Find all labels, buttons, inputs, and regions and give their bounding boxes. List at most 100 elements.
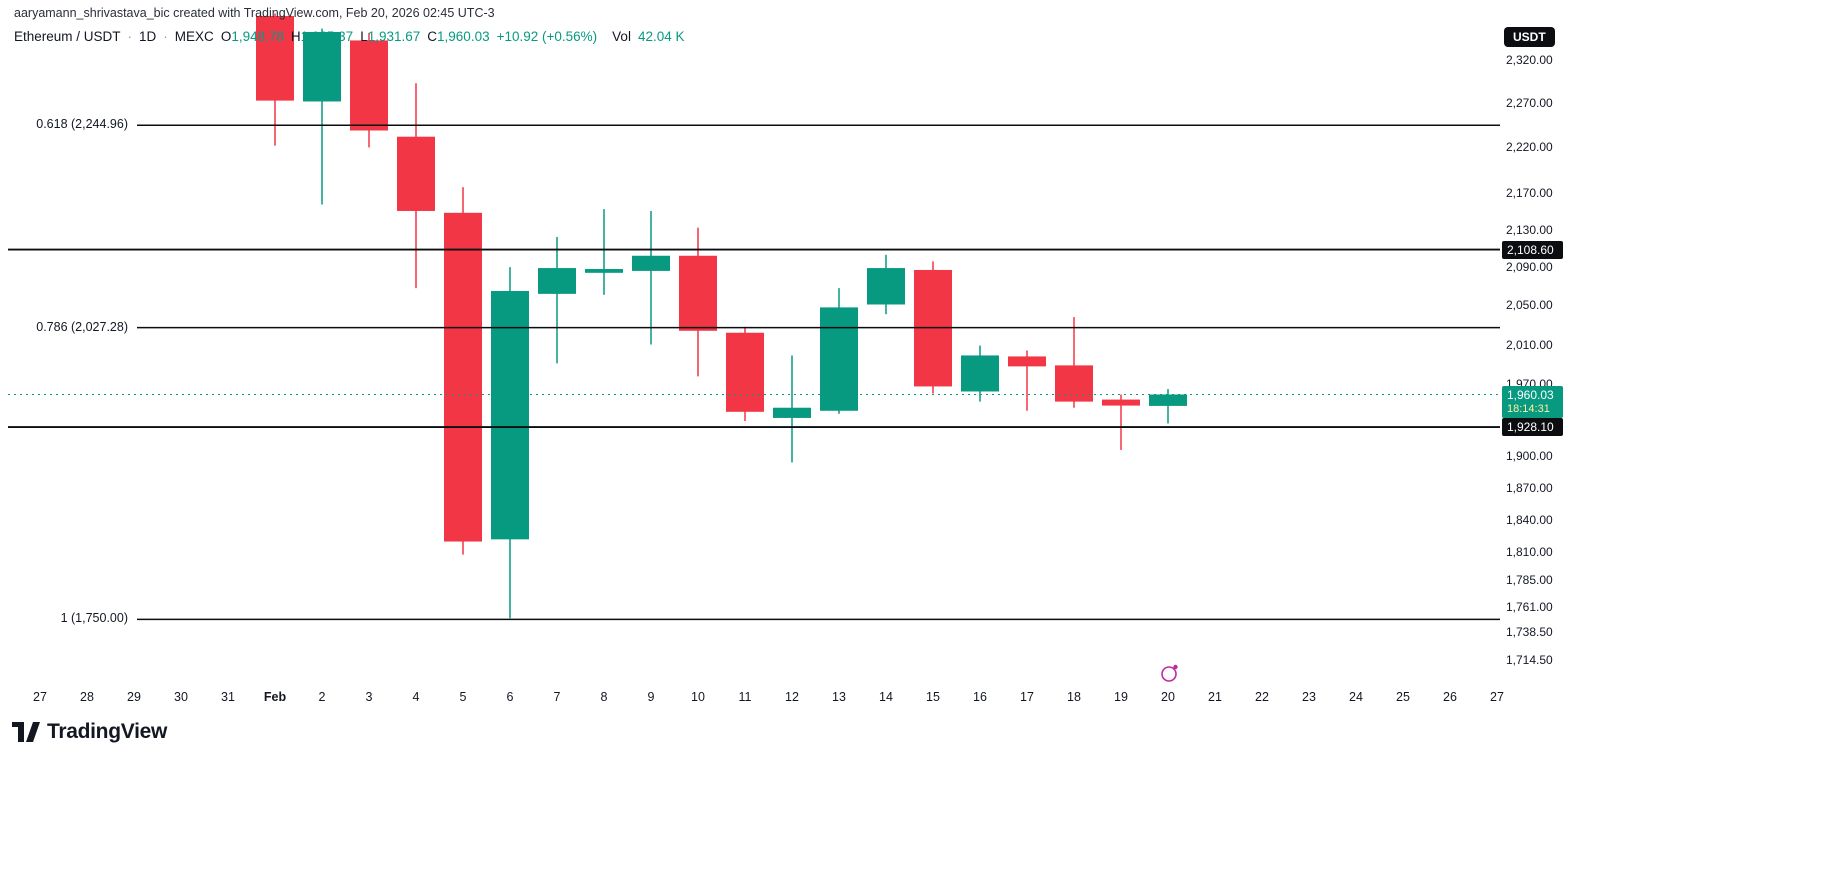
price-axis-tick[interactable]: 2,010.00 <box>1506 337 1553 352</box>
open-value: O1,948.78 <box>221 29 284 44</box>
price-axis-tick[interactable]: 1,761.00 <box>1506 599 1553 614</box>
candle-body[interactable] <box>1055 365 1093 402</box>
open-label: O <box>220 29 232 44</box>
attribution-text: aaryamann_shrivastava_bic created with T… <box>14 6 495 20</box>
time-axis-tick[interactable]: 22 <box>1255 690 1269 704</box>
time-axis-tick[interactable]: 14 <box>879 690 893 704</box>
time-axis-tick[interactable]: 21 <box>1208 690 1222 704</box>
time-axis-tick[interactable]: 19 <box>1114 690 1128 704</box>
high-value: H1,965.37 <box>291 29 353 44</box>
change-value: +10.92 (+0.56%) <box>496 29 598 44</box>
fib-level-label: 0.618 (2,244.96) <box>36 117 128 132</box>
fib-level-label: 0.786 (2,027.28) <box>36 319 128 334</box>
tradingview-logo-icon <box>12 721 40 742</box>
time-axis-tick[interactable]: 6 <box>506 690 514 704</box>
price-axis-tick[interactable]: 1,840.00 <box>1506 512 1553 527</box>
time-axis-tick[interactable]: 5 <box>459 690 467 704</box>
price-axis-tick[interactable]: 1,810.00 <box>1506 545 1553 560</box>
candle-body[interactable] <box>679 255 717 331</box>
candle-body[interactable] <box>538 268 576 294</box>
tradingview-logo-text: TradingView <box>47 720 168 743</box>
time-axis-tick[interactable]: 11 <box>738 690 752 704</box>
candle-body[interactable] <box>867 268 905 305</box>
time-axis-tick[interactable]: 13 <box>832 690 846 704</box>
low-value: L1,931.67 <box>360 29 420 44</box>
current-price-value: 1,960.03 <box>1507 388 1554 403</box>
candle-body[interactable] <box>1102 399 1140 406</box>
candle-body[interactable] <box>632 255 670 271</box>
time-axis-tick[interactable]: 29 <box>127 690 141 704</box>
high-price: 1,965.37 <box>300 29 354 44</box>
symbol-name[interactable]: Ethereum / USDT <box>14 29 121 44</box>
price-line-axis-label[interactable]: 1,928.10 <box>1502 418 1563 437</box>
low-label: L <box>360 29 368 44</box>
candle-body[interactable] <box>1149 394 1187 406</box>
close-label: C <box>427 29 438 44</box>
time-axis-tick[interactable]: 20 <box>1161 690 1175 704</box>
price-axis-tick[interactable]: 2,170.00 <box>1506 185 1553 200</box>
time-axis-tick[interactable]: 18 <box>1067 690 1081 704</box>
price-axis-tick[interactable]: 2,130.00 <box>1506 222 1553 237</box>
time-axis-tick[interactable]: 9 <box>647 690 655 704</box>
candle-body[interactable] <box>444 212 482 542</box>
time-axis-tick[interactable]: 26 <box>1443 690 1457 704</box>
candle-body[interactable] <box>585 269 623 273</box>
close-value: C1,960.03 <box>427 29 489 44</box>
price-axis-tick[interactable]: 2,320.00 <box>1506 53 1553 67</box>
time-axis-tick[interactable]: 4 <box>412 690 420 704</box>
close-price: 1,960.03 <box>437 29 490 44</box>
price-axis-tick[interactable]: 1,900.00 <box>1506 449 1553 464</box>
price-axis-tick[interactable]: 2,220.00 <box>1506 140 1553 155</box>
time-axis-tick[interactable]: 10 <box>691 690 705 704</box>
time-axis-tick[interactable]: 31 <box>221 690 235 704</box>
candle-body[interactable] <box>1008 356 1046 367</box>
time-axis-tick[interactable]: 7 <box>553 690 561 704</box>
time-axis-tick[interactable]: 30 <box>174 690 188 704</box>
time-axis-tick[interactable]: 23 <box>1302 690 1316 704</box>
low-price: 1,931.67 <box>367 29 421 44</box>
tradingview-logo[interactable]: TradingView <box>12 720 167 744</box>
time-axis-tick[interactable]: 25 <box>1396 690 1410 704</box>
candle-body[interactable] <box>961 355 999 392</box>
volume-value: 42.04 K <box>637 29 685 44</box>
price-axis-tick[interactable]: 1,785.00 <box>1506 573 1553 588</box>
candle-body[interactable] <box>256 16 294 101</box>
interval-label[interactable]: 1D <box>139 29 157 44</box>
time-axis-tick[interactable]: 27 <box>1490 690 1504 704</box>
candle-body[interactable] <box>350 40 388 131</box>
time-axis-tick[interactable]: 12 <box>785 690 799 704</box>
candle-body[interactable] <box>397 136 435 211</box>
time-axis-tick[interactable]: 2 <box>318 690 326 704</box>
high-label: H <box>290 29 301 44</box>
price-axis-tick[interactable]: 1,870.00 <box>1506 480 1553 495</box>
time-axis-tick[interactable]: 15 <box>926 690 940 704</box>
time-axis-tick[interactable]: 3 <box>365 690 373 704</box>
price-axis-tick[interactable]: 2,090.00 <box>1506 260 1553 275</box>
time-axis-tick[interactable]: Feb <box>263 690 287 704</box>
magic-sparkle-icon[interactable] <box>1160 663 1180 683</box>
time-axis-tick[interactable]: 27 <box>33 690 47 704</box>
legend-separator: · <box>163 29 168 44</box>
price-axis-tick[interactable]: 1,714.50 <box>1506 653 1553 667</box>
candle-body[interactable] <box>303 31 341 102</box>
current-price-label: 1,960.03 18:14:31 <box>1502 386 1563 419</box>
price-line-axis-label[interactable]: 2,108.60 <box>1502 240 1563 259</box>
fib-level-label: 1 (1,750.00) <box>60 611 128 626</box>
time-axis-tick[interactable]: 8 <box>600 690 608 704</box>
candle-body[interactable] <box>726 332 764 412</box>
candle-body[interactable] <box>773 407 811 418</box>
time-axis-tick[interactable]: 17 <box>1020 690 1034 704</box>
symbol-legend: Ethereum / USDT · 1D · MEXC O1,948.78 H1… <box>14 29 685 44</box>
price-axis-tick[interactable]: 2,270.00 <box>1506 96 1553 111</box>
time-axis-tick[interactable]: 24 <box>1349 690 1363 704</box>
candle-body[interactable] <box>820 307 858 411</box>
time-axis-tick[interactable]: 28 <box>80 690 94 704</box>
exchange-label[interactable]: MEXC <box>174 29 214 44</box>
price-axis-tick[interactable]: 1,738.50 <box>1506 625 1553 640</box>
price-axis-tick[interactable]: 2,050.00 <box>1506 298 1553 313</box>
time-axis-tick[interactable]: 16 <box>973 690 987 704</box>
currency-axis-badge[interactable]: USDT <box>1504 27 1555 47</box>
candle-body[interactable] <box>491 290 529 540</box>
